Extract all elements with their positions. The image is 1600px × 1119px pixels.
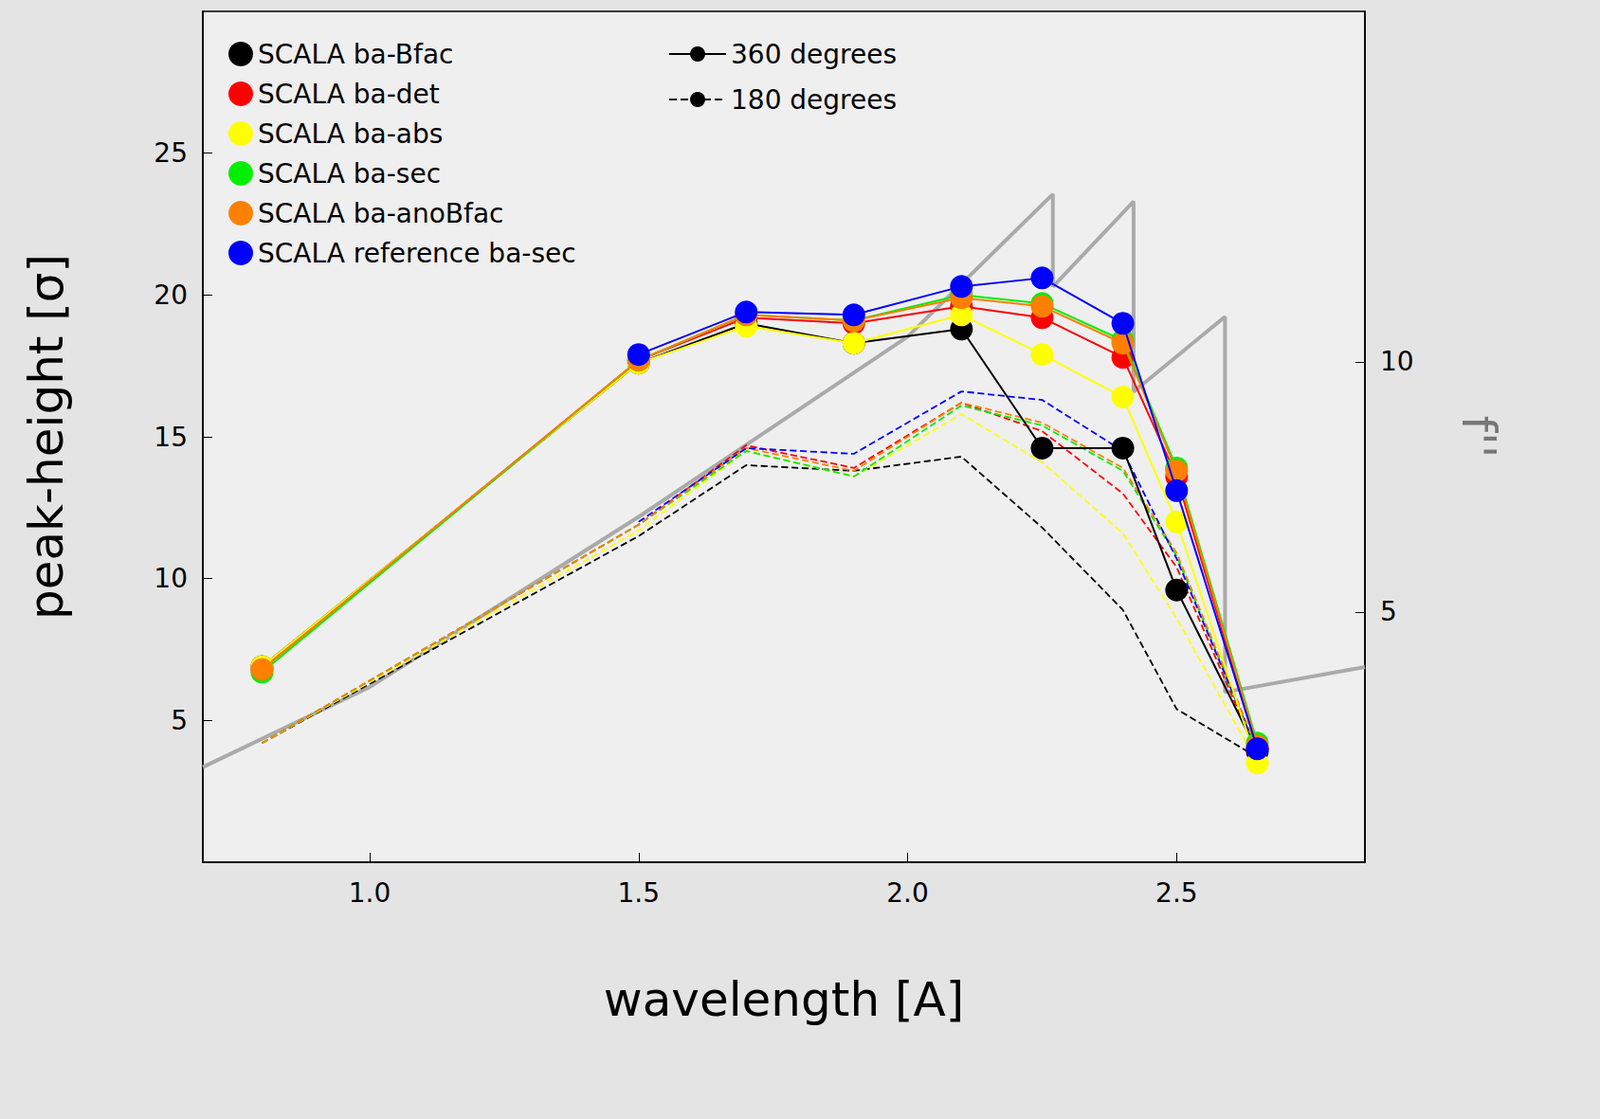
- svg-text:5: 5: [1380, 596, 1398, 628]
- svg-text:SCALA reference ba-sec: SCALA reference ba-sec: [257, 237, 577, 270]
- svg-text:2.0: 2.0: [886, 877, 929, 910]
- svg-text:wavelength [A]: wavelength [A]: [603, 972, 964, 1028]
- svg-text:10: 10: [153, 563, 188, 595]
- svg-text:2.5: 2.5: [1155, 877, 1199, 910]
- svg-text:1.5: 1.5: [617, 877, 660, 910]
- svg-text:SCALA ba-anoBfac: SCALA ba-anoBfac: [257, 198, 504, 230]
- svg-text:SCALA ba-sec: SCALA ba-sec: [257, 158, 441, 190]
- svg-text:5: 5: [170, 705, 188, 737]
- svg-text:1.0: 1.0: [348, 877, 392, 910]
- svg-text:25: 25: [153, 137, 188, 169]
- svg-text:360 degrees: 360 degrees: [730, 38, 897, 71]
- svg-text:15: 15: [153, 421, 188, 454]
- svg-text:SCALA ba-Bfac: SCALA ba-Bfac: [257, 38, 454, 71]
- svg-text:20: 20: [153, 279, 188, 311]
- svg-text:SCALA ba-det: SCALA ba-det: [257, 78, 440, 110]
- svg-text:10: 10: [1380, 345, 1415, 378]
- svg-text:peak-height [σ]: peak-height [σ]: [18, 254, 74, 620]
- svg-text:SCALA ba-abs: SCALA ba-abs: [257, 118, 443, 150]
- svg-text:f'': f'': [1451, 415, 1507, 458]
- svg-text:180 degrees: 180 degrees: [730, 84, 897, 116]
